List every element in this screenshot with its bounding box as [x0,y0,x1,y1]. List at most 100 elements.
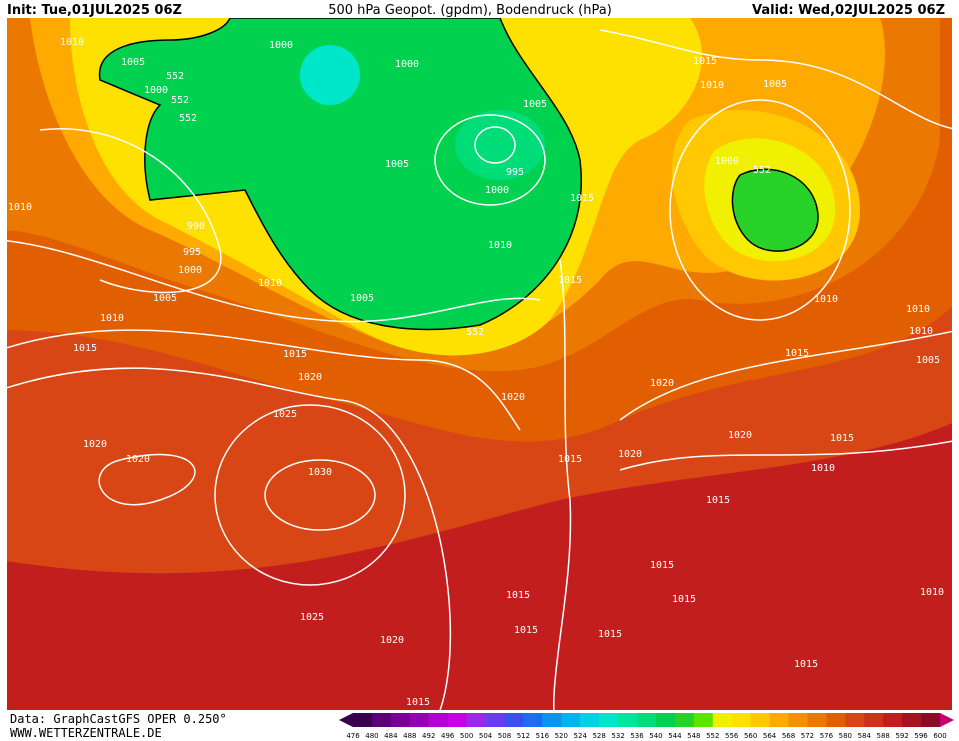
colorbar-cell [693,713,714,727]
isobar-label: 1005 [385,159,409,170]
colorbar-label: 500 [460,732,473,740]
colorbar-label: 564 [763,732,777,740]
isobar-label: 1010 [60,37,84,48]
colorbar-cell [883,713,903,727]
colorbar-label: 560 [744,732,757,740]
isobar-label: 995 [183,247,201,258]
isobar-label: 1015 [672,594,696,605]
colorbar-label: 552 [706,732,719,740]
colorbar-cell [902,713,922,727]
isobar-label: 1020 [501,392,525,403]
isobar-label: 1000 [144,85,168,96]
colorbar-label: 572 [801,732,814,740]
colorbar-label: 520 [555,732,568,740]
colorbar-low-arrow [339,713,353,727]
isobars [7,29,952,710]
colorbar-label: 484 [384,732,398,740]
colorbar-label: 596 [914,732,928,740]
isobar-label: 1020 [298,372,322,383]
isobar-label: 1030 [308,467,332,478]
isobar-label: 1015 [558,275,582,286]
colorbar-cell [712,713,733,727]
colorbar-cell [561,713,581,727]
isobar-label: 995 [506,167,524,178]
colorbar-cell [750,713,771,727]
colorbar: 476 480 484 488 492 496 500 504 508 512 516 520 524 5… [339,713,954,740]
isobar-label: 1015 [558,454,582,465]
isobar-label: 990 [187,221,205,232]
isobar-label: 1005 [350,293,374,304]
colorbar-label: 480 [365,732,378,740]
isobar-label: 1015 [693,56,717,67]
valid-time: Valid: Wed,02JUL2025 06Z [752,3,945,18]
colorbar-cell [580,713,600,727]
isobar-label: 1005 [916,355,940,366]
colorbar-cell [769,713,790,727]
isobar-label: 1015 [830,433,854,444]
colorbar-label: 540 [649,732,662,740]
isobar-label: 1015 [598,629,622,640]
colorbar-label: 524 [574,732,588,740]
isobar-label: 1020 [380,635,404,646]
colorbar-label: 496 [441,732,455,740]
isobar-label: 552 [171,95,189,106]
isobar-label: 1010 [906,304,930,315]
colorbar-cell [466,713,487,727]
isobar-label: 1015 [406,697,430,708]
isobar-label: 1000 [269,40,293,51]
colorbar-cell [409,713,430,727]
isobar-label: 1015 [570,193,594,204]
isobar-label: 1005 [153,293,177,304]
colorbar-label: 512 [517,732,530,740]
colorbar-label: 476 [346,732,360,740]
isobar-label: 1015 [706,495,730,506]
colorbar-label: 544 [668,732,682,740]
isobar-label: 1015 [283,349,307,360]
colorbar-cell [523,713,543,727]
colorbar-label: 592 [895,732,908,740]
isobar-label: 1025 [300,612,324,623]
isobar-label: 552 [753,165,771,176]
colorbar-label: 576 [820,732,834,740]
colorbar-label: 504 [479,732,493,740]
isobar-label: 1000 [485,185,509,196]
isobar-label: 1020 [126,454,150,465]
colorbar-label: 488 [403,732,416,740]
isobar-label: 552 [179,113,197,124]
colorbar-cell [845,713,865,727]
colorbar-label: 492 [422,732,435,740]
isobar-label: 1015 [785,348,809,359]
isobar-label: 1005 [121,57,145,68]
isobar-label: 1005 [763,79,787,90]
isobar-label: 1010 [811,463,835,474]
colorbar-label: 584 [858,732,872,740]
colorbar-cell [371,713,392,727]
colorbar-cell [921,713,941,727]
colorbar-label: 600 [933,732,946,740]
colorbar-cell [542,713,562,727]
isobar-label: 1010 [814,294,838,305]
colorbar-label: 548 [687,732,700,740]
isobar-label: 1015 [650,560,674,571]
map-title: 500 hPa Geopot. (gpdm), Bodendruck (hPa) [328,3,612,18]
colorbar-cell [447,713,468,727]
colorbar-cell [353,713,373,727]
isobar-label: 1000 [395,59,419,70]
colorbar-cell [826,713,846,727]
isobar-label: 1010 [909,326,933,337]
isobar-label: 1025 [273,409,297,420]
isobar-label: 1000 [715,156,739,167]
colorbar-cell [731,713,752,727]
isobar-label: 1020 [83,439,107,450]
isobar-label: 552 [166,71,184,82]
colorbar-cell [618,713,638,727]
data-source: Data: GraphCastGFS OPER 0.250° [10,712,227,726]
site: WWW.WETTERZENTRALE.DE [10,726,162,740]
colorbar-cell [807,713,827,727]
colorbar-label: 588 [877,732,890,740]
colorbar-label: 516 [536,732,550,740]
map-field [7,18,952,710]
colorbar-label: 568 [782,732,795,740]
isobar-label: 1010 [100,313,124,324]
